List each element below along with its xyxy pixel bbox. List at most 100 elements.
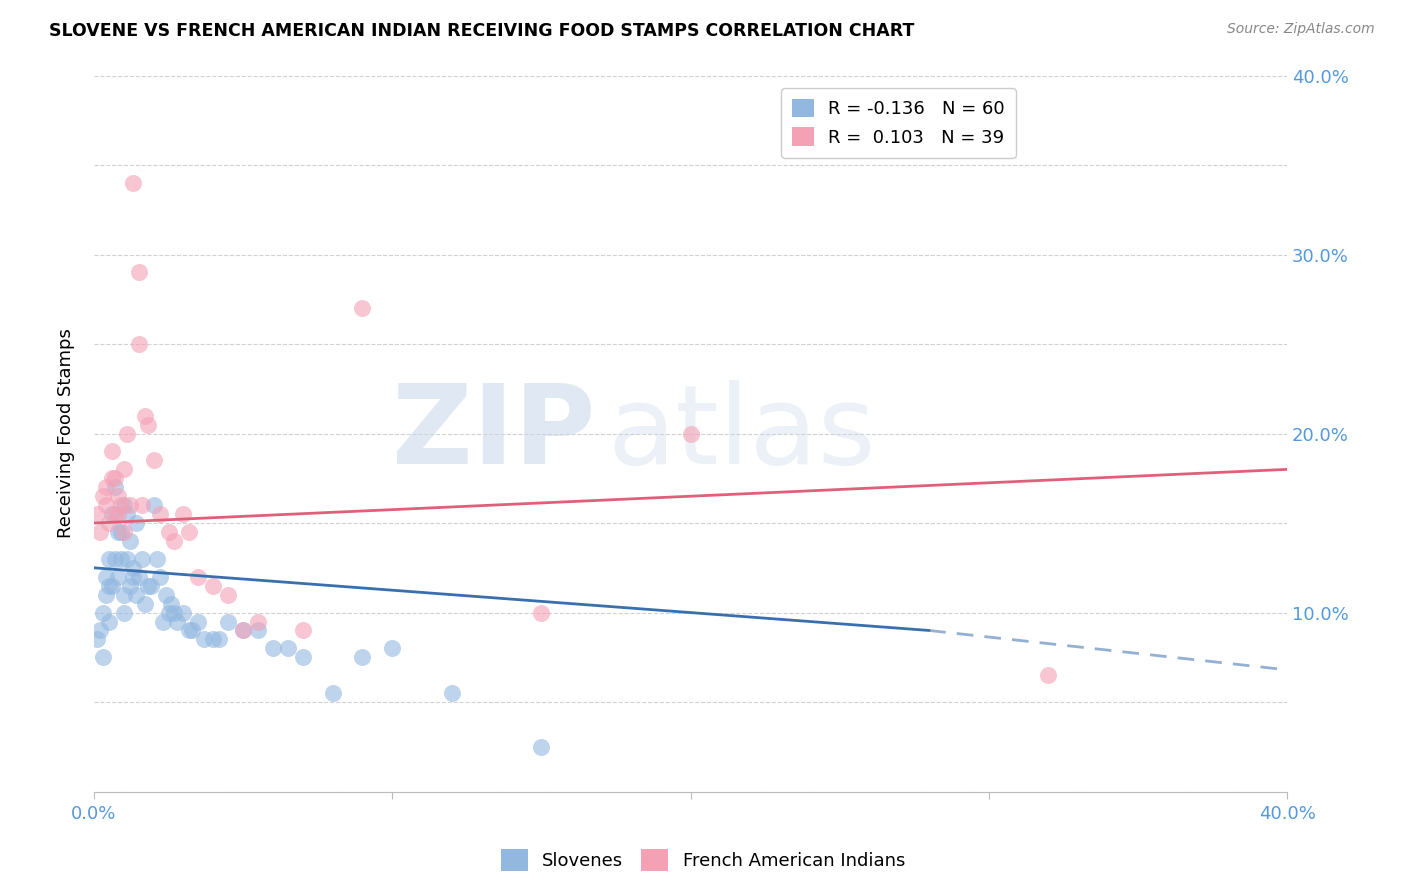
Point xyxy=(172,606,194,620)
Point xyxy=(163,606,186,620)
Point xyxy=(128,337,150,351)
Point xyxy=(440,686,463,700)
Point xyxy=(89,524,111,539)
Point xyxy=(107,489,129,503)
Point xyxy=(187,615,209,629)
Point xyxy=(166,615,188,629)
Point xyxy=(97,579,120,593)
Point xyxy=(217,588,239,602)
Text: Source: ZipAtlas.com: Source: ZipAtlas.com xyxy=(1227,22,1375,37)
Point xyxy=(187,570,209,584)
Point xyxy=(115,552,138,566)
Point xyxy=(115,426,138,441)
Point xyxy=(530,606,553,620)
Point xyxy=(152,615,174,629)
Point xyxy=(86,632,108,647)
Point xyxy=(110,552,132,566)
Point xyxy=(115,507,138,521)
Point xyxy=(121,570,143,584)
Point xyxy=(139,579,162,593)
Point xyxy=(91,489,114,503)
Point xyxy=(107,570,129,584)
Point xyxy=(148,507,170,521)
Text: atlas: atlas xyxy=(607,380,876,487)
Point xyxy=(110,524,132,539)
Point xyxy=(112,588,135,602)
Point xyxy=(246,624,269,638)
Point xyxy=(101,471,124,485)
Point xyxy=(232,624,254,638)
Point xyxy=(104,552,127,566)
Point xyxy=(181,624,204,638)
Point xyxy=(381,641,404,656)
Point xyxy=(97,516,120,530)
Point xyxy=(112,498,135,512)
Point xyxy=(232,624,254,638)
Point xyxy=(104,507,127,521)
Point xyxy=(157,606,180,620)
Point xyxy=(179,624,201,638)
Text: ZIP: ZIP xyxy=(392,380,595,487)
Point xyxy=(155,588,177,602)
Point xyxy=(246,615,269,629)
Point xyxy=(118,498,141,512)
Legend: R = -0.136   N = 60, R =  0.103   N = 39: R = -0.136 N = 60, R = 0.103 N = 39 xyxy=(782,88,1015,158)
Point xyxy=(322,686,344,700)
Point xyxy=(148,570,170,584)
Point xyxy=(104,480,127,494)
Point xyxy=(104,471,127,485)
Point xyxy=(136,579,159,593)
Point xyxy=(125,588,148,602)
Point xyxy=(112,524,135,539)
Point xyxy=(94,588,117,602)
Point xyxy=(160,597,183,611)
Point xyxy=(202,632,225,647)
Point xyxy=(131,498,153,512)
Point xyxy=(128,570,150,584)
Point xyxy=(86,507,108,521)
Text: SLOVENE VS FRENCH AMERICAN INDIAN RECEIVING FOOD STAMPS CORRELATION CHART: SLOVENE VS FRENCH AMERICAN INDIAN RECEIV… xyxy=(49,22,914,40)
Point xyxy=(97,615,120,629)
Point xyxy=(1038,668,1060,682)
Point xyxy=(118,579,141,593)
Point xyxy=(530,739,553,754)
Point xyxy=(121,176,143,190)
Point xyxy=(101,579,124,593)
Point xyxy=(112,606,135,620)
Point xyxy=(89,624,111,638)
Point xyxy=(291,624,314,638)
Point xyxy=(107,507,129,521)
Point xyxy=(131,552,153,566)
Point xyxy=(291,650,314,665)
Point xyxy=(679,426,702,441)
Point xyxy=(94,498,117,512)
Point xyxy=(91,606,114,620)
Point xyxy=(94,480,117,494)
Point xyxy=(145,552,167,566)
Point xyxy=(94,570,117,584)
Point xyxy=(208,632,231,647)
Point xyxy=(112,462,135,476)
Point xyxy=(97,552,120,566)
Point xyxy=(142,453,165,467)
Point xyxy=(128,265,150,279)
Point xyxy=(277,641,299,656)
Point xyxy=(134,597,156,611)
Point xyxy=(134,409,156,423)
Point xyxy=(262,641,284,656)
Point xyxy=(125,516,148,530)
Point xyxy=(172,507,194,521)
Point xyxy=(142,498,165,512)
Point xyxy=(101,444,124,458)
Point xyxy=(101,507,124,521)
Point xyxy=(163,533,186,548)
Point xyxy=(179,524,201,539)
Point xyxy=(118,533,141,548)
Point xyxy=(136,417,159,432)
Y-axis label: Receiving Food Stamps: Receiving Food Stamps xyxy=(58,328,75,539)
Legend: Slovenes, French American Indians: Slovenes, French American Indians xyxy=(494,842,912,879)
Point xyxy=(91,650,114,665)
Point xyxy=(202,579,225,593)
Point xyxy=(217,615,239,629)
Point xyxy=(352,650,374,665)
